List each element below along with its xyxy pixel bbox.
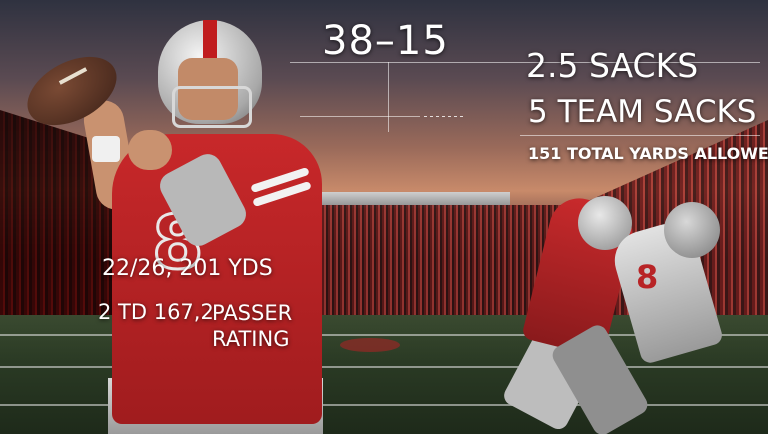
yard-line: [0, 334, 768, 336]
yard-line: [0, 366, 768, 368]
touchdowns-rating: 2 TD 167,2: [98, 300, 214, 324]
guide-line-top: [290, 62, 760, 63]
guide-dots: [424, 116, 464, 117]
midfield-logo: [340, 338, 400, 352]
individual-sacks: 2.5 SACKS: [526, 46, 699, 85]
face-mask: [172, 86, 252, 128]
helmet-stripe: [203, 20, 217, 70]
qb-face: [178, 58, 238, 120]
press-box: [320, 192, 510, 208]
qb-wristband: [92, 136, 120, 162]
yard-line: [0, 404, 768, 406]
qb-hand: [128, 130, 172, 170]
passer-rating-label: PASSER RATING: [212, 301, 293, 351]
completion-yards: 22/26, 201 YDS: [102, 256, 273, 281]
total-yards-allowed: 151 TOTAL YARDS ALLOWED: [528, 144, 768, 163]
guide-line-vertical: [388, 62, 389, 132]
team-sacks: 5 TEAM SACKS: [528, 94, 757, 130]
blocker-helmet: [664, 202, 720, 258]
final-score: 38–15: [322, 18, 449, 64]
defender-jersey-number: 8: [636, 258, 659, 296]
guide-line-right: [520, 135, 760, 136]
guide-line-mid: [300, 116, 420, 117]
